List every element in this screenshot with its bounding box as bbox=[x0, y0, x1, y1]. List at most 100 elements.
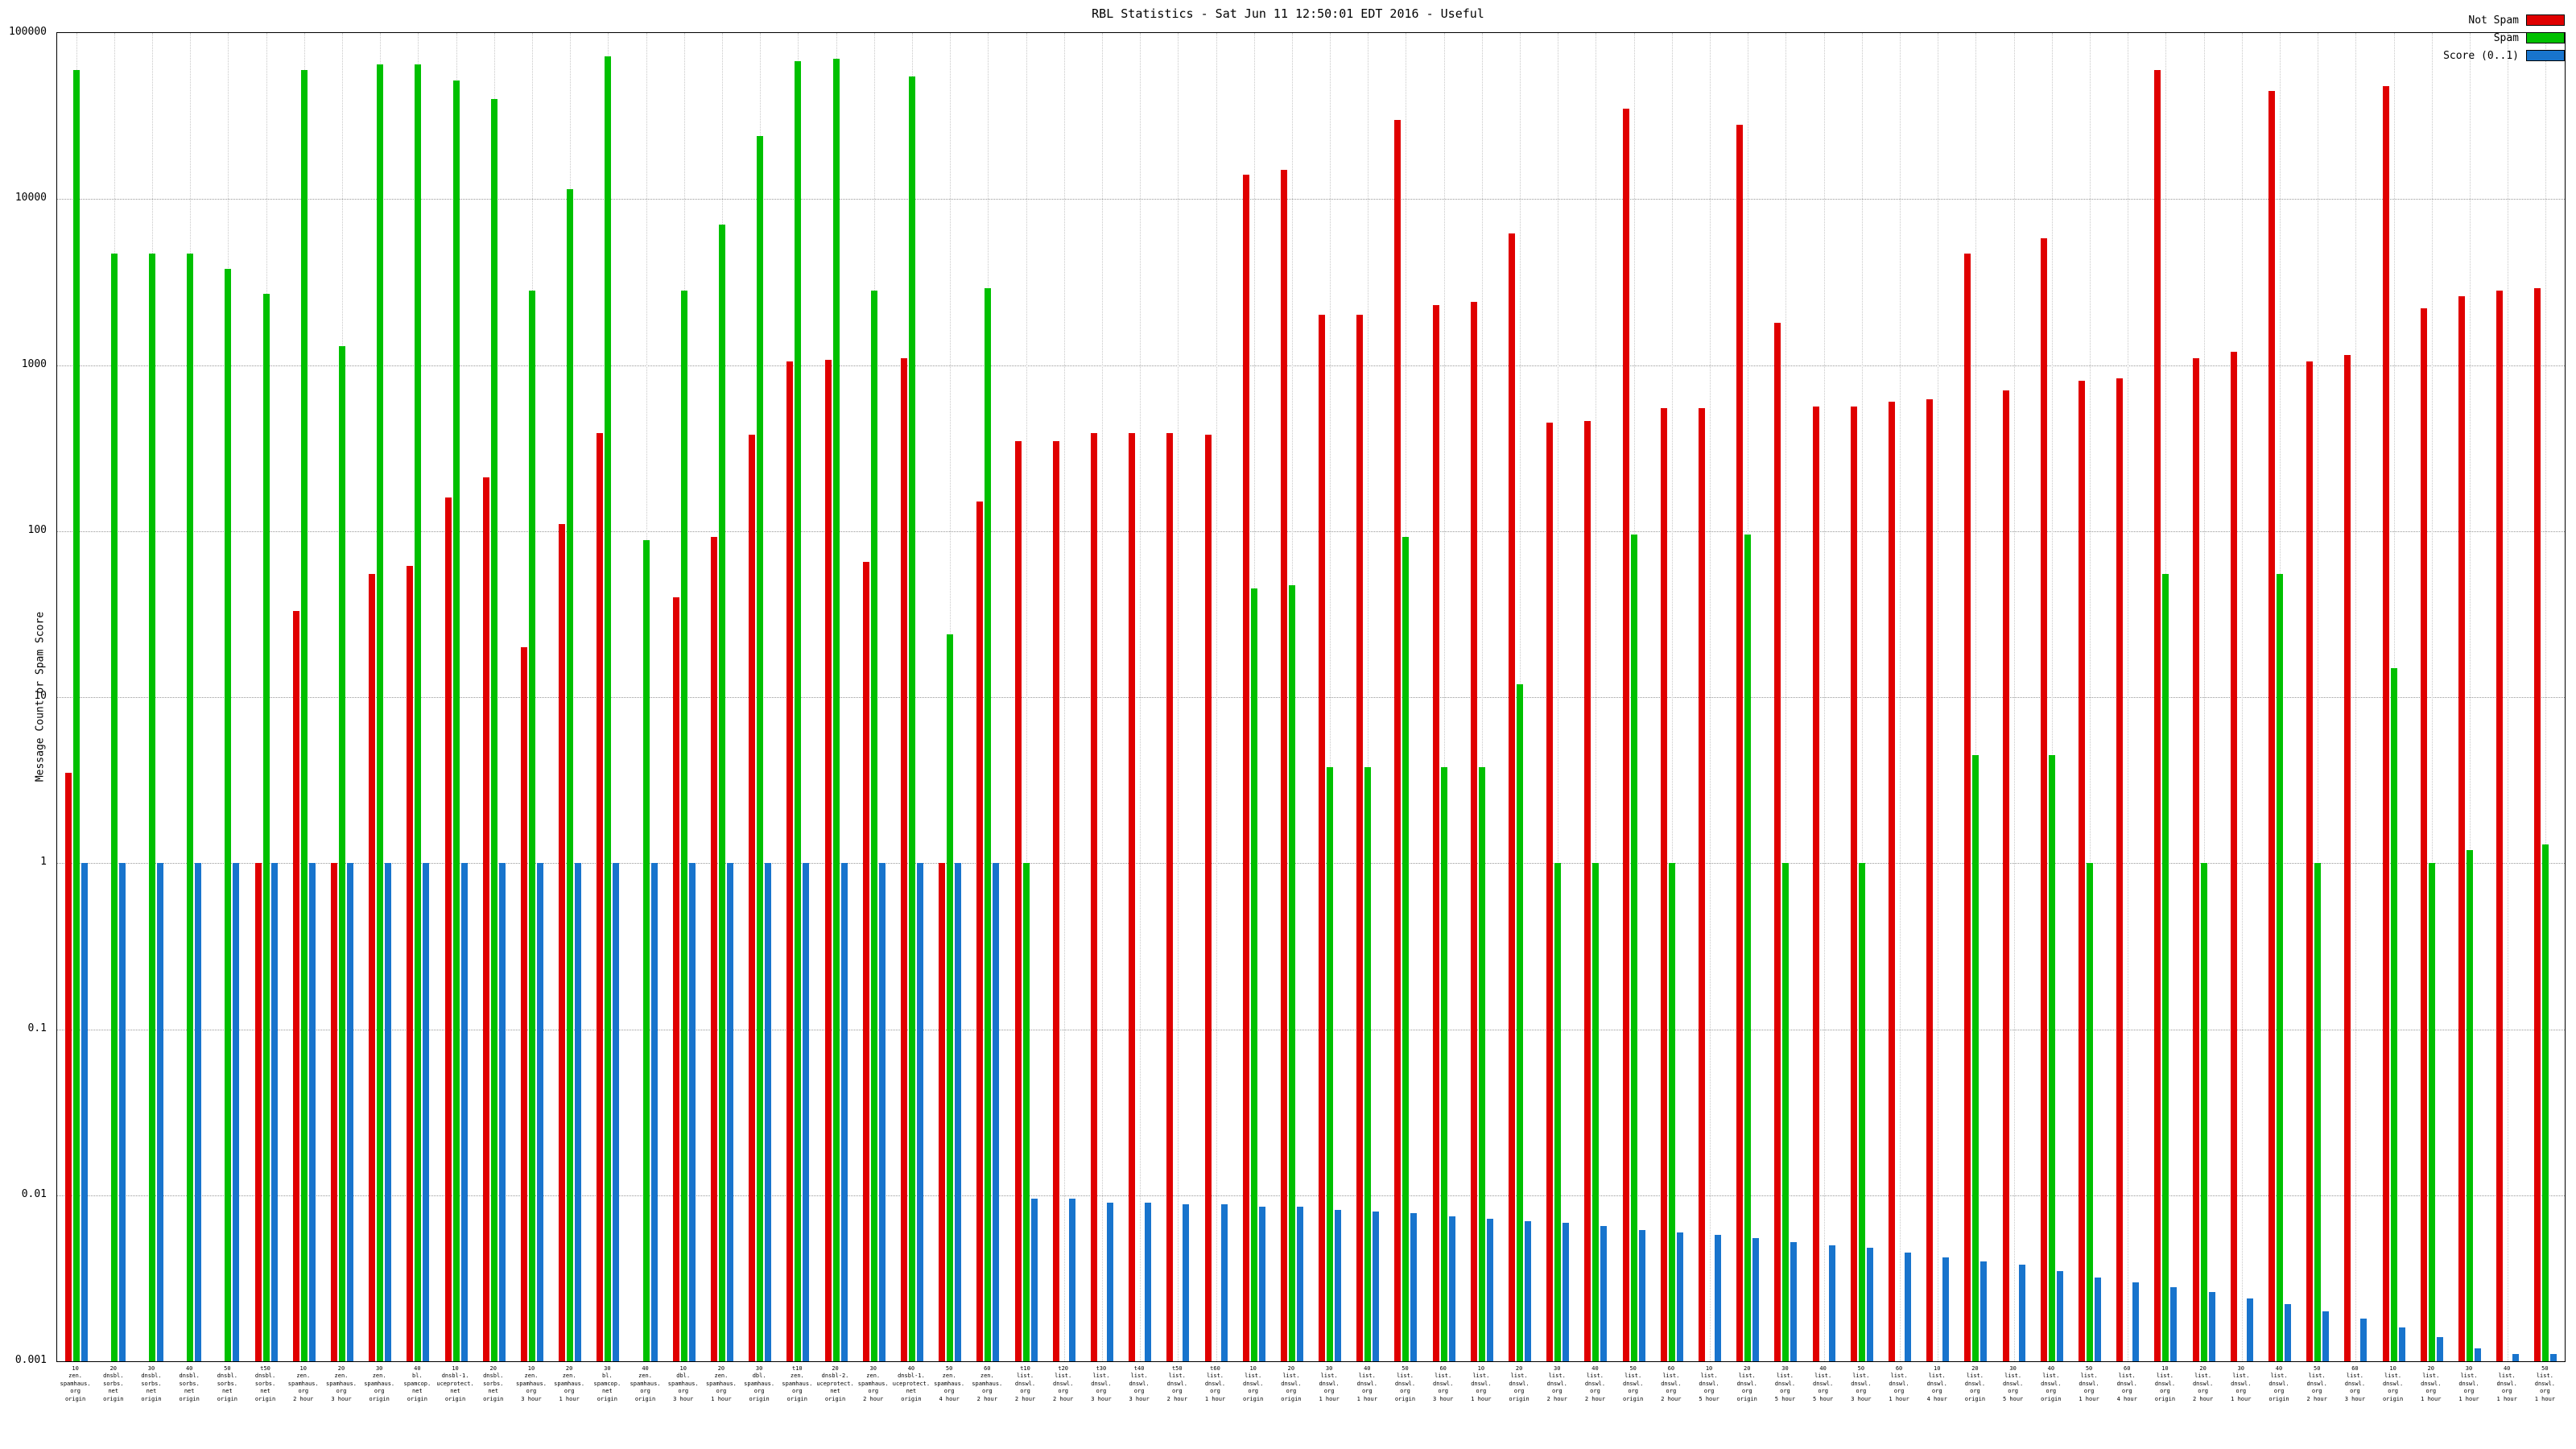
bar-not-spam bbox=[1204, 435, 1212, 1361]
x-tick-label: 20 dnsbl-2. uceprotect. net origin bbox=[816, 1365, 854, 1402]
gridline-vertical bbox=[1710, 33, 1711, 1361]
x-tick-label: 20 dnsbl. sorbs. net origin bbox=[483, 1365, 504, 1402]
x-tick-label: 20 list. dnswl. org origin bbox=[1964, 1365, 1986, 1402]
bar-spam bbox=[1554, 863, 1562, 1361]
bar-score bbox=[878, 863, 886, 1361]
gridline-horizontal bbox=[57, 863, 2565, 865]
gridline-vertical bbox=[1443, 33, 1445, 1361]
bar-not-spam bbox=[1129, 432, 1136, 1361]
bar-spam bbox=[187, 253, 194, 1361]
bar-spam bbox=[2200, 863, 2207, 1361]
x-tick-label: 50 list. dnswl. org origin bbox=[1623, 1365, 1644, 1402]
bar-spam bbox=[377, 64, 384, 1361]
bar-not-spam bbox=[2458, 295, 2465, 1361]
bar-not-spam bbox=[900, 357, 907, 1361]
bar-score bbox=[726, 863, 733, 1361]
bar-score bbox=[1145, 1203, 1152, 1361]
bar-score bbox=[1296, 1207, 1303, 1361]
bar-score bbox=[308, 863, 316, 1361]
legend-item-not-spam: Not Spam bbox=[2443, 11, 2565, 29]
bar-not-spam bbox=[1509, 233, 1516, 1361]
bar-score bbox=[2285, 1304, 2292, 1361]
gridline-horizontal bbox=[57, 697, 2565, 698]
bar-spam bbox=[908, 76, 915, 1361]
y-tick-label: 0.1 bbox=[27, 1022, 47, 1034]
bar-not-spam bbox=[2116, 378, 2124, 1361]
x-tick-label: 20 zen. spamhaus. org 1 hour bbox=[705, 1365, 737, 1402]
bar-spam bbox=[1744, 535, 1752, 1361]
bar-spam bbox=[1478, 766, 1485, 1361]
bar-spam bbox=[1327, 766, 1334, 1361]
bar-score bbox=[2132, 1282, 2140, 1361]
bar-spam bbox=[757, 135, 764, 1361]
bar-spam bbox=[567, 188, 574, 1361]
bar-score bbox=[1258, 1207, 1265, 1361]
bar-not-spam bbox=[2268, 90, 2276, 1361]
legend-label-not-spam: Not Spam bbox=[2468, 14, 2519, 27]
bar-not-spam bbox=[2420, 308, 2427, 1361]
bar-spam bbox=[338, 345, 345, 1361]
bar-score bbox=[765, 863, 772, 1361]
bar-score bbox=[2018, 1265, 2025, 1361]
x-tick-label: 10 zen. spamhaus. org 2 hour bbox=[287, 1365, 319, 1402]
bar-not-spam bbox=[2154, 69, 2161, 1361]
bar-spam bbox=[680, 291, 687, 1361]
bar-not-spam bbox=[710, 537, 717, 1361]
bar-not-spam bbox=[559, 524, 566, 1361]
bar-score bbox=[575, 863, 582, 1361]
gridline-vertical bbox=[1671, 33, 1673, 1361]
bar-spam bbox=[2162, 574, 2169, 1361]
x-tick-label: t50 dnsbl. sorbs. net origin bbox=[254, 1365, 276, 1402]
bar-score bbox=[270, 863, 278, 1361]
bar-score bbox=[2512, 1354, 2520, 1361]
x-tick-label: 60 zen. spamhaus. org 2 hour bbox=[972, 1365, 1003, 1402]
bar-spam bbox=[985, 288, 992, 1361]
bar-score bbox=[650, 863, 658, 1361]
x-tick-label: 10 list. dnswl. org 4 hour bbox=[1926, 1365, 1947, 1402]
x-tick-label: 50 zen. spamhaus. org 4 hour bbox=[934, 1365, 965, 1402]
bar-spam bbox=[490, 99, 497, 1361]
legend-item-spam: Spam bbox=[2443, 29, 2565, 47]
x-tick-label: 50 list. dnswl. org origin bbox=[1394, 1365, 1416, 1402]
bar-spam bbox=[605, 56, 612, 1361]
x-tick-label: 60 list. dnswl. org 1 hour bbox=[1889, 1365, 1909, 1402]
bar-score bbox=[2170, 1286, 2178, 1361]
x-tick-label: 20 zen. spamhaus. org 1 hour bbox=[554, 1365, 585, 1402]
bar-score bbox=[2208, 1292, 2215, 1361]
bar-spam bbox=[262, 293, 270, 1361]
x-tick-label: 10 list. dnswl. org 5 hour bbox=[1699, 1365, 1719, 1402]
x-tick-label: 60 list. dnswl. org 4 hour bbox=[2116, 1365, 2137, 1402]
bar-score bbox=[1676, 1232, 1683, 1361]
bar-score bbox=[1448, 1216, 1455, 1361]
x-tick-label: 40 list. dnswl. org 5 hour bbox=[1812, 1365, 1834, 1402]
x-tick-label: 10 list. dnswl. org origin bbox=[1243, 1365, 1264, 1402]
y-tick-label: 1000 bbox=[21, 357, 47, 370]
bar-spam bbox=[1288, 585, 1295, 1361]
x-tick-label: 40 zen. spamhaus. org origin bbox=[630, 1365, 661, 1402]
gridline-vertical bbox=[2013, 33, 2015, 1361]
bar-spam bbox=[1592, 863, 1600, 1361]
bar-spam bbox=[148, 253, 155, 1361]
bar-score bbox=[195, 863, 202, 1361]
bar-spam bbox=[2314, 863, 2322, 1361]
bar-spam bbox=[415, 64, 422, 1361]
legend: Not Spam Spam Score (0..1) bbox=[2443, 11, 2565, 64]
bar-score bbox=[1980, 1261, 1988, 1361]
bar-spam bbox=[1782, 863, 1790, 1361]
gridline-vertical bbox=[1975, 33, 1977, 1361]
bar-not-spam bbox=[2344, 354, 2351, 1361]
bar-spam bbox=[1022, 863, 1030, 1361]
bar-not-spam bbox=[2079, 381, 2086, 1361]
x-axis-labels: 10 zen. spamhaus. org origin 20 dnsbl. sorbs. ne… bbox=[56, 1365, 2564, 1446]
gridline-horizontal bbox=[57, 530, 2565, 532]
bar-score bbox=[1486, 1219, 1493, 1361]
bar-score bbox=[2322, 1311, 2330, 1361]
bar-not-spam bbox=[520, 646, 527, 1361]
x-tick-label: 10 zen. spamhaus. org origin bbox=[60, 1365, 91, 1402]
bar-spam bbox=[1402, 537, 1410, 1361]
y-axis-tick-labels: 100000 10000 1000 100 10 1 0.1 0.01 0.001 bbox=[0, 26, 52, 1366]
bar-spam bbox=[2467, 849, 2473, 1361]
gridline-vertical bbox=[1900, 33, 1901, 1361]
bar-score bbox=[2475, 1348, 2481, 1361]
gridline-vertical bbox=[2203, 33, 2205, 1361]
